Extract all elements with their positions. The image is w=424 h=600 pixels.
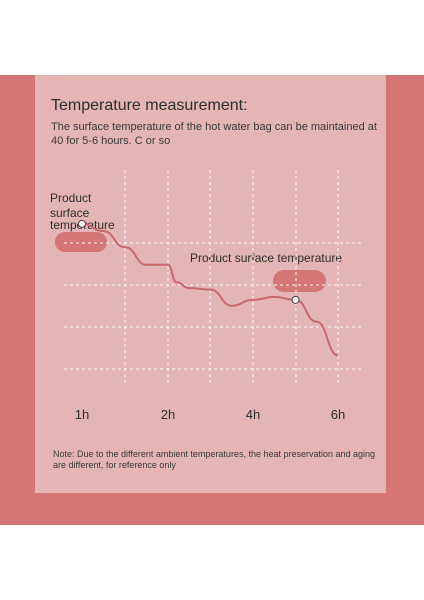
left-label-line2: surface — [50, 206, 90, 220]
marker-1 — [291, 295, 300, 304]
subtitle: The surface temperature of the hot water… — [51, 121, 377, 147]
right-label: Product surface temperature — [190, 251, 343, 265]
footer-note: Note: Due to the different ambient tempe… — [53, 449, 376, 470]
x-tick-label-6h: 6h — [331, 407, 345, 422]
marker-0 — [78, 219, 86, 228]
left-highlight-pill — [55, 232, 107, 252]
x-tick-label-2h: 2h — [161, 407, 175, 422]
page-title: Temperature measurement: — [51, 97, 248, 114]
x-tick-label-1h: 1h — [75, 407, 89, 422]
left-label-line1: Product — [50, 191, 92, 205]
right-highlight-pill — [273, 270, 326, 292]
x-tick-label-4h: 4h — [246, 407, 260, 422]
